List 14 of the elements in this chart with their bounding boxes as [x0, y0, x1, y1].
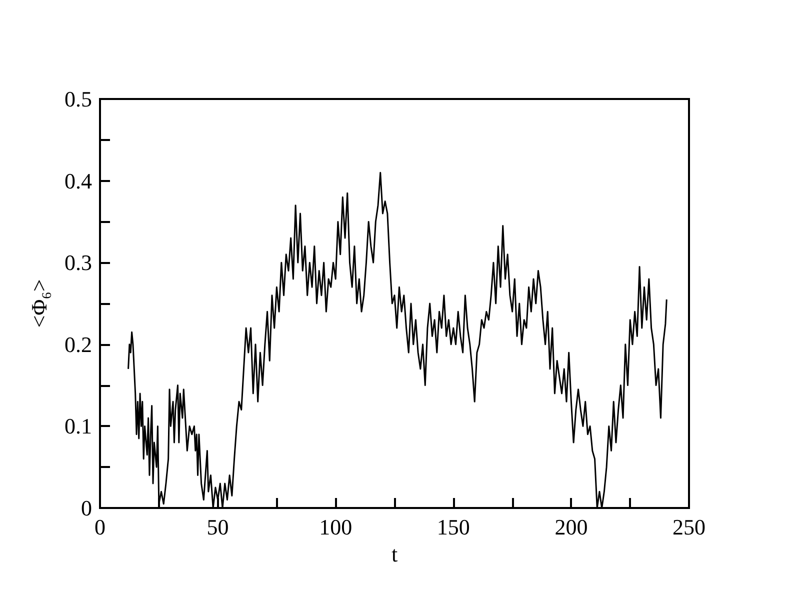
x-tick-label: 50 — [206, 514, 229, 540]
x-tick-label: 250 — [672, 514, 706, 540]
y-axis-title: <Φ₆> — [26, 279, 52, 328]
y-tick-label: 0.4 — [64, 168, 92, 194]
x-tick-label: 200 — [554, 514, 588, 540]
x-tick-label: 150 — [436, 514, 470, 540]
x-axis-title: t — [391, 541, 398, 566]
x-tick-label: 100 — [319, 514, 352, 540]
y-tick-label: 0 — [81, 496, 92, 520]
line-series — [128, 172, 668, 509]
y-tick-label: 0.2 — [64, 332, 92, 357]
y-tick-label: 0.3 — [64, 250, 92, 276]
y-tick-label: 0.5 — [64, 86, 92, 112]
y-tick-label: 0.1 — [64, 414, 92, 439]
